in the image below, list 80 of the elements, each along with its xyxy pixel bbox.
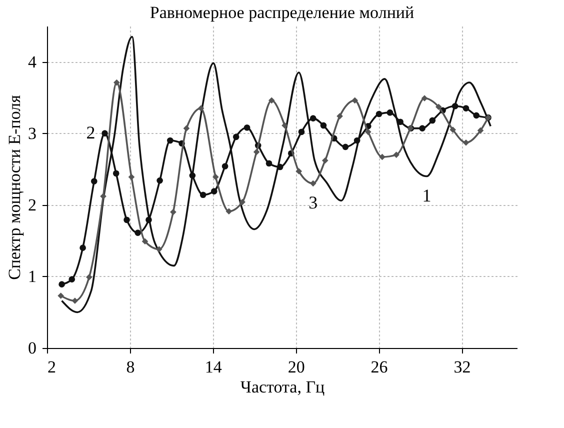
point xyxy=(364,128,372,136)
annotation: 3 xyxy=(308,192,318,212)
y-axis-title: Спектр мощности E-поля xyxy=(5,94,24,280)
point xyxy=(210,188,218,194)
point xyxy=(386,109,394,116)
point xyxy=(397,118,404,126)
point xyxy=(450,126,456,133)
point xyxy=(90,178,98,184)
x-tick-label: 26 xyxy=(370,358,388,376)
point xyxy=(58,292,64,299)
point xyxy=(156,177,163,184)
point xyxy=(320,122,327,129)
point xyxy=(222,163,228,170)
point xyxy=(134,230,141,236)
point xyxy=(462,139,470,146)
annotation: 2 xyxy=(86,122,96,142)
point xyxy=(379,154,386,160)
point xyxy=(239,198,246,206)
point xyxy=(100,193,106,200)
point xyxy=(128,174,135,180)
line-series xyxy=(60,36,492,314)
point xyxy=(429,117,436,124)
x-tick-label: 14 xyxy=(204,358,222,376)
point xyxy=(473,112,480,119)
point xyxy=(232,134,240,140)
point xyxy=(354,137,360,144)
point xyxy=(276,164,284,170)
point xyxy=(189,172,196,179)
chart-title: Равномерное распределение молний xyxy=(150,3,414,22)
point xyxy=(142,238,148,245)
point xyxy=(167,137,174,144)
x-tick-label: 32 xyxy=(454,358,471,376)
point xyxy=(376,110,382,118)
point xyxy=(268,97,275,104)
point xyxy=(72,298,78,304)
point xyxy=(253,148,260,156)
x-tick-label: 2 xyxy=(48,358,56,376)
point xyxy=(80,244,86,251)
x-tick-label: 20 xyxy=(288,358,305,376)
point xyxy=(200,192,206,198)
y-tick-label: 4 xyxy=(28,52,37,72)
annotation: 1 xyxy=(422,185,432,206)
y-tick-label: 0 xyxy=(28,338,36,358)
point xyxy=(102,130,108,136)
point xyxy=(146,216,152,224)
point xyxy=(112,170,120,177)
point xyxy=(68,276,76,282)
point xyxy=(226,208,232,214)
point xyxy=(322,157,328,164)
point xyxy=(310,115,316,122)
point xyxy=(170,208,176,216)
point xyxy=(310,180,316,187)
y-tick-label: 3 xyxy=(28,124,36,143)
point xyxy=(156,246,162,252)
point xyxy=(477,127,484,134)
point xyxy=(352,97,358,104)
x-tick-label: 8 xyxy=(126,358,135,376)
point xyxy=(114,79,120,86)
point xyxy=(183,125,190,132)
point xyxy=(124,216,130,224)
y-tick-label: 2 xyxy=(28,195,36,214)
point xyxy=(452,102,458,110)
point xyxy=(342,144,349,150)
point xyxy=(296,168,302,174)
point xyxy=(244,124,250,131)
point xyxy=(421,95,428,102)
point xyxy=(419,125,426,132)
point xyxy=(58,281,65,288)
point xyxy=(212,174,219,180)
point xyxy=(86,274,92,280)
point xyxy=(198,105,204,112)
point xyxy=(282,122,288,129)
x-axis-title: Частота, Гц xyxy=(240,378,325,396)
point xyxy=(393,152,400,158)
point xyxy=(298,128,305,136)
point xyxy=(336,113,343,120)
point xyxy=(435,104,442,110)
point xyxy=(266,160,272,167)
y-tick-label: 1 xyxy=(28,266,36,286)
point xyxy=(462,105,470,112)
